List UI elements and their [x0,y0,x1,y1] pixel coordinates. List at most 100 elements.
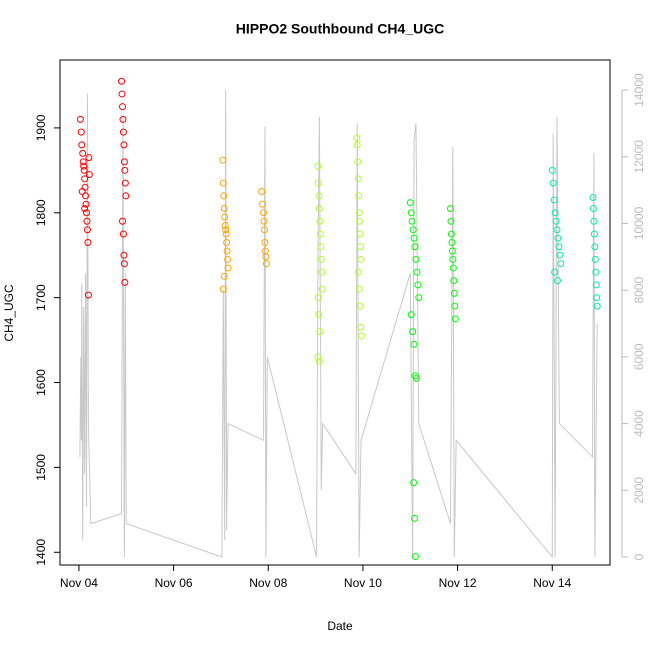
point [356,302,364,310]
point [260,226,268,234]
point [557,260,565,268]
point [317,243,325,251]
point [119,115,127,123]
y2-tick-label: 0 [632,553,646,560]
point [80,166,88,174]
point [449,264,457,272]
point [415,294,423,302]
point [411,514,419,522]
point [555,243,563,251]
y-tick-label: 1500 [34,454,48,481]
point [412,374,420,382]
point [118,103,126,111]
point [592,281,600,289]
y-axis-label: CH4_UGC [2,284,16,342]
point [410,234,418,242]
point [315,192,323,200]
point [76,115,84,123]
point [446,205,454,213]
y2-tick-label: 2000 [632,477,646,504]
point [78,188,86,196]
point [411,243,419,251]
point [551,209,559,217]
point [221,213,229,221]
point [120,141,128,149]
point [83,226,91,234]
point [314,294,322,302]
point [356,217,364,225]
point [81,205,89,213]
point [355,209,363,217]
point [258,188,266,196]
point [409,328,417,336]
point [119,128,127,136]
point [589,193,597,201]
altitude-line [79,90,598,559]
point [447,230,455,238]
point [224,255,232,263]
point [358,332,366,340]
point [121,179,129,187]
point [353,134,361,142]
point [223,238,231,246]
point [354,158,362,166]
y-tick-label: 1700 [34,284,48,311]
point [593,302,601,310]
y-tick-label: 1400 [34,539,48,566]
point [84,238,92,246]
point [553,226,561,234]
x-tick-label: Nov 08 [249,576,287,590]
point [118,90,126,98]
point [410,479,418,487]
point [223,247,231,255]
point [79,158,87,166]
plot-frame [59,59,611,566]
point [355,192,363,200]
point [591,255,599,263]
point [222,226,230,234]
x-tick-label: Nov 14 [533,576,571,590]
x-axis-label: Date [327,619,353,633]
point [121,166,129,174]
y-tick-label: 1800 [34,199,48,226]
point [357,323,365,331]
point [83,209,91,217]
point [85,171,93,179]
point [451,315,459,323]
point [316,230,324,238]
y-tick-label: 1900 [34,114,48,141]
point [220,272,228,280]
point [552,217,560,225]
point [83,217,91,225]
point [548,166,556,174]
point [220,192,228,200]
point [450,289,458,297]
point [354,268,362,276]
point [219,285,227,293]
point [259,200,267,208]
point [222,230,230,238]
point [79,149,87,157]
point [414,281,422,289]
point [357,255,365,263]
point [449,255,457,263]
point [220,205,228,213]
point [447,217,455,225]
point [118,217,126,225]
y-tick-label: 1600 [34,369,48,396]
point [412,255,420,263]
point [590,217,598,225]
point [354,175,362,183]
y2-tick-label: 12000 [632,140,646,174]
point [589,205,597,213]
point [554,234,562,242]
point [260,209,268,217]
point [355,285,363,293]
x-tick-label: Nov 06 [155,576,193,590]
point [448,238,456,246]
point [410,340,418,348]
point [121,278,129,286]
point [315,357,323,365]
point [314,162,322,170]
